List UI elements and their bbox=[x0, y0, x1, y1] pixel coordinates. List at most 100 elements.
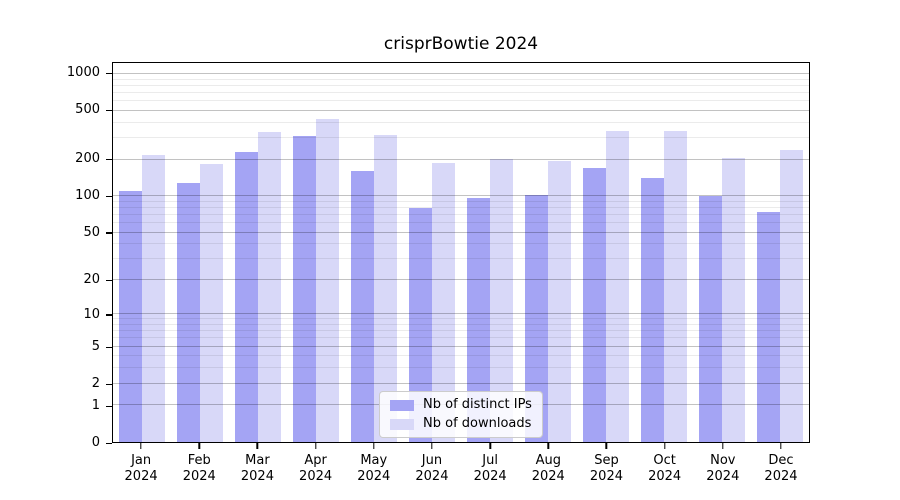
x-tick-mark bbox=[256, 443, 259, 449]
x-slot-jun: Jun 2024 bbox=[403, 443, 461, 493]
gridline-minor bbox=[113, 258, 809, 260]
x-tick-mark bbox=[373, 443, 375, 449]
month-group-nov bbox=[693, 63, 751, 442]
x-tick-mark bbox=[431, 443, 433, 449]
y-tick-mark bbox=[106, 405, 112, 407]
y-tick-label: 500 bbox=[75, 102, 100, 118]
bar-downloads bbox=[548, 161, 572, 442]
x-tick-label: Jan 2024 bbox=[124, 453, 158, 484]
bar-distinct-ips bbox=[582, 167, 606, 442]
bar-downloads bbox=[258, 132, 282, 442]
y-tick-mark bbox=[106, 383, 112, 386]
gridline-minor bbox=[113, 222, 809, 224]
gridline-major bbox=[113, 231, 809, 233]
x-slot-sep: Sep 2024 bbox=[577, 443, 635, 493]
y-tick-mark bbox=[106, 195, 112, 198]
bar-distinct-ips bbox=[466, 197, 490, 442]
y-tick-mark bbox=[106, 442, 112, 444]
month-group-jul bbox=[461, 63, 519, 442]
y-tick-mark bbox=[106, 279, 112, 282]
x-tick-label: May 2024 bbox=[357, 453, 391, 484]
y-tick-label: 1000 bbox=[66, 65, 100, 81]
gridline-major bbox=[113, 382, 809, 384]
gridline-minor bbox=[113, 214, 809, 216]
bar-downloads bbox=[780, 149, 804, 442]
x-slot-dec: Dec 2024 bbox=[752, 443, 810, 493]
gridline-minor bbox=[113, 337, 809, 339]
bars-layer bbox=[113, 63, 809, 442]
month-group-jun bbox=[403, 63, 461, 442]
legend-swatch bbox=[390, 418, 414, 430]
y-tick-label: 0 bbox=[91, 435, 100, 450]
gridline-major bbox=[113, 195, 809, 197]
gridline-major bbox=[113, 313, 809, 315]
x-tick-label: Sep 2024 bbox=[589, 453, 623, 484]
x-slot-aug: Aug 2024 bbox=[519, 443, 577, 493]
x-tick-mark bbox=[780, 443, 782, 449]
x-tick-label: Apr 2024 bbox=[299, 453, 333, 484]
gridline-minor bbox=[113, 121, 809, 123]
y-tick-label: 50 bbox=[83, 224, 100, 240]
month-group-aug bbox=[519, 63, 577, 442]
y-tick-mark bbox=[106, 109, 112, 112]
x-tick-mark bbox=[663, 443, 666, 449]
bar-distinct-ips bbox=[118, 191, 142, 442]
x-tick-label: Dec 2024 bbox=[764, 453, 798, 484]
month-group-jan bbox=[113, 63, 171, 442]
gridline-minor bbox=[113, 324, 809, 326]
y-tick-label: 1 bbox=[91, 397, 100, 413]
legend-item: Nb of downloads bbox=[390, 417, 532, 431]
x-slot-feb: Feb 2024 bbox=[170, 443, 228, 493]
y-tick-mark bbox=[106, 72, 112, 75]
x-slot-mar: Mar 2024 bbox=[228, 443, 286, 493]
plot-area bbox=[112, 62, 810, 443]
bar-distinct-ips bbox=[756, 212, 780, 442]
bar-downloads bbox=[316, 119, 340, 442]
x-slot-oct: Oct 2024 bbox=[636, 443, 694, 493]
gridline-major bbox=[113, 110, 809, 112]
x-tick-mark bbox=[722, 443, 724, 449]
gridline-minor bbox=[113, 243, 809, 245]
y-tick-mark bbox=[106, 346, 112, 349]
x-tick-label: Jul 2024 bbox=[473, 453, 507, 484]
y-axis: 0 1 2 5 10 20 50 100 200 500 1000 bbox=[0, 62, 112, 450]
gridline-minor bbox=[113, 78, 809, 80]
gridline-minor bbox=[113, 318, 809, 320]
gridline-minor bbox=[113, 137, 809, 139]
x-slot-apr: Apr 2024 bbox=[287, 443, 345, 493]
gridline-minor bbox=[113, 367, 809, 369]
bar-distinct-ips bbox=[292, 136, 316, 442]
month-group-oct bbox=[635, 63, 693, 442]
bar-distinct-ips bbox=[408, 208, 432, 442]
gridline-major bbox=[113, 345, 809, 347]
x-tick-label: Mar 2024 bbox=[240, 453, 274, 484]
gridline-minor bbox=[113, 330, 809, 332]
x-tick-label: Feb 2024 bbox=[182, 453, 216, 484]
y-tick-mark bbox=[106, 158, 112, 161]
x-slot-may: May 2024 bbox=[345, 443, 403, 493]
x-slot-nov: Nov 2024 bbox=[694, 443, 752, 493]
chart-title: crisprBowtie 2024 bbox=[383, 34, 539, 54]
bar-distinct-ips bbox=[234, 151, 258, 442]
y-tick-label: 2 bbox=[91, 376, 100, 392]
x-tick-mark bbox=[314, 443, 317, 449]
legend-label: Nb of downloads bbox=[423, 416, 532, 431]
y-tick-mark bbox=[106, 232, 112, 234]
bar-downloads bbox=[374, 135, 398, 442]
y-tick-label: 10 bbox=[83, 306, 100, 322]
month-group-feb bbox=[171, 63, 229, 442]
y-tick-mark bbox=[106, 314, 112, 316]
bar-distinct-ips bbox=[524, 195, 548, 442]
gridline-major bbox=[113, 73, 809, 75]
gridline-major bbox=[113, 278, 809, 280]
x-slot-jul: Jul 2024 bbox=[461, 443, 519, 493]
month-group-sep bbox=[577, 63, 635, 442]
gridline-minor bbox=[113, 200, 809, 202]
x-tick-mark bbox=[547, 443, 549, 449]
month-group-dec bbox=[751, 63, 809, 442]
gridline-minor bbox=[113, 85, 809, 87]
month-group-apr bbox=[287, 63, 345, 442]
bar-downloads bbox=[722, 158, 746, 442]
gridline-major bbox=[113, 158, 809, 160]
legend-item: Nb of distinct IPs bbox=[390, 398, 532, 412]
